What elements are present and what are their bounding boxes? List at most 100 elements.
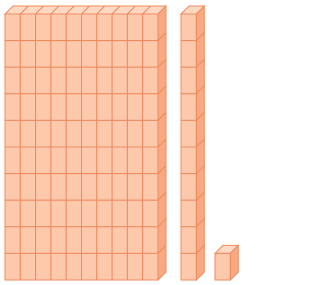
hundred-flat-cell xyxy=(143,120,158,147)
hundred-flat-cell xyxy=(51,94,66,121)
hundred-flat-cell xyxy=(20,200,35,227)
hundred-flat-cell xyxy=(20,14,35,41)
ten-rod-cell xyxy=(181,14,196,41)
hundred-flat-cell xyxy=(66,227,81,254)
hundred-flat-cell xyxy=(97,253,112,280)
hundred-flat-cell xyxy=(127,41,142,68)
hundred-flat-cell xyxy=(20,120,35,147)
hundred-flat-cell xyxy=(5,174,20,201)
hundred-flat-cell xyxy=(51,200,66,227)
ten-rod-cell xyxy=(181,227,196,254)
hundred-flat-cell xyxy=(51,227,66,254)
base-ten-blocks xyxy=(0,0,241,285)
hundred-flat-cell xyxy=(143,94,158,121)
hundred-flat-cell xyxy=(5,253,20,280)
hundred-flat-cell xyxy=(5,120,20,147)
hundred-flat-cell xyxy=(51,41,66,68)
hundred-flat-cell xyxy=(143,67,158,94)
hundred-flat-cell xyxy=(36,253,51,280)
hundred-flat-cell xyxy=(51,14,66,41)
hundred-flat-cell xyxy=(36,120,51,147)
hundred-flat-cell xyxy=(66,253,81,280)
hundred-flat-cell xyxy=(66,120,81,147)
unit-cube-cell xyxy=(215,253,230,280)
hundred-flat-cell xyxy=(127,227,142,254)
hundred-flat-cell xyxy=(5,147,20,174)
hundred-flat-cell xyxy=(82,174,97,201)
hundred-flat-cell xyxy=(82,120,97,147)
hundred-flat-cell xyxy=(112,227,127,254)
hundred-flat-cell xyxy=(97,94,112,121)
hundred-flat-cell xyxy=(36,227,51,254)
hundred-flat-cell xyxy=(20,94,35,121)
hundred-flat-cell xyxy=(97,14,112,41)
hundred-flat-cell xyxy=(97,174,112,201)
hundred-flat-cell xyxy=(5,14,20,41)
hundred-flat-cell xyxy=(36,67,51,94)
hundred-flat-cell xyxy=(20,227,35,254)
hundred-flat-cell xyxy=(112,253,127,280)
ten-rod-cell xyxy=(181,94,196,121)
hundred-flat-cell xyxy=(20,41,35,68)
hundred-flat-cell xyxy=(66,147,81,174)
hundred-flat-cell xyxy=(66,14,81,41)
hundred-flat-cell xyxy=(143,147,158,174)
hundred-flat-cell xyxy=(143,41,158,68)
hundred-flat-cell xyxy=(97,120,112,147)
hundred-flat-cell xyxy=(66,174,81,201)
hundred-flat-cell xyxy=(143,200,158,227)
hundred-flat-cell xyxy=(97,41,112,68)
hundred-flat-cell xyxy=(82,200,97,227)
hundred-flat-cell xyxy=(127,253,142,280)
hundred-flat-cell xyxy=(112,14,127,41)
ten-rod-cell xyxy=(181,147,196,174)
hundred-flat-cell xyxy=(82,41,97,68)
ten-rod-cell xyxy=(181,41,196,68)
hundred-flat-cell xyxy=(51,67,66,94)
hundred-flat-cell xyxy=(143,174,158,201)
ten-rod-cell xyxy=(181,253,196,280)
hundred-flat-cell xyxy=(36,41,51,68)
hundred-flat-cell xyxy=(82,253,97,280)
hundred-flat-cell xyxy=(20,67,35,94)
hundred-flat-cell xyxy=(127,200,142,227)
hundred-flat-cell xyxy=(112,147,127,174)
hundred-flat-cell xyxy=(112,120,127,147)
hundred-flat-cell xyxy=(143,253,158,280)
hundred-flat-cell xyxy=(51,147,66,174)
hundred-flat-cell xyxy=(97,147,112,174)
hundred-flat-cell xyxy=(36,14,51,41)
hundred-flat-cell xyxy=(36,94,51,121)
ten-rod-cell xyxy=(181,174,196,201)
hundred-flat-cell xyxy=(82,227,97,254)
hundred-flat-cell xyxy=(5,200,20,227)
hundred-flat-cell xyxy=(66,200,81,227)
hundred-flat-cell xyxy=(82,147,97,174)
hundred-flat-cell xyxy=(20,174,35,201)
hundred-flat-cell xyxy=(127,174,142,201)
hundred-flat-cell xyxy=(112,200,127,227)
hundred-flat-cell xyxy=(5,94,20,121)
hundred-flat-cell xyxy=(36,200,51,227)
hundred-flat-cell xyxy=(51,253,66,280)
hundred-flat-cell xyxy=(143,227,158,254)
hundred-flat-cell xyxy=(36,147,51,174)
hundred-flat-cell xyxy=(20,147,35,174)
hundred-flat-cell xyxy=(97,227,112,254)
hundred-flat-cell xyxy=(5,67,20,94)
hundred-flat-cell xyxy=(20,253,35,280)
hundred-flat-cell xyxy=(5,227,20,254)
hundred-flat-cell xyxy=(127,14,142,41)
hundred-flat-cell xyxy=(66,41,81,68)
hundred-flat-cell xyxy=(143,14,158,41)
hundred-flat-cell xyxy=(127,120,142,147)
hundred-flat-cell xyxy=(82,67,97,94)
hundred-flat-cell xyxy=(112,94,127,121)
hundred-flat-cell xyxy=(82,94,97,121)
ten-rod-cell xyxy=(181,200,196,227)
hundred-flat-cell xyxy=(97,200,112,227)
hundred-flat-cell xyxy=(66,94,81,121)
hundred-flat-cell xyxy=(51,174,66,201)
hundred-flat-cell xyxy=(127,147,142,174)
hundred-flat-cell xyxy=(127,94,142,121)
